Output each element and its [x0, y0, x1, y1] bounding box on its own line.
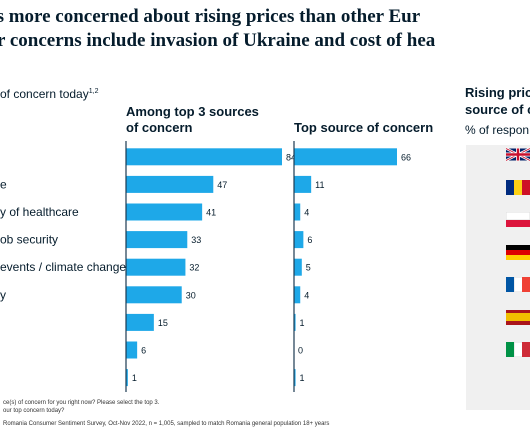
data-label: 41 [206, 208, 216, 218]
france-flag-icon [506, 277, 530, 292]
bar [126, 286, 182, 304]
italy-flag-icon [506, 342, 530, 357]
uk-flag-icon [506, 147, 530, 162]
data-label: 0 [298, 346, 303, 356]
col1-header-line-1: Among top 3 sources [126, 104, 259, 119]
bar [126, 203, 203, 221]
bar [126, 313, 154, 331]
footnote-2: our top concern today? [3, 408, 65, 414]
category-label: e [0, 177, 7, 191]
data-label: 30 [186, 290, 196, 300]
right-header: Rising pric source of c [465, 84, 530, 118]
data-label: 4 [304, 290, 309, 300]
data-label: 66 [401, 152, 411, 162]
spain-flag-icon [506, 309, 530, 325]
poland-flag-icon [506, 212, 530, 227]
bar [294, 258, 302, 276]
data-label: 4 [304, 208, 309, 218]
left-header-text: of concern today [0, 87, 89, 101]
col1-header: Among top 3 sources of concern [126, 104, 259, 136]
data-label: 33 [191, 235, 201, 245]
category-label: y of healthcare [0, 205, 79, 219]
bar [294, 313, 296, 331]
col1-header-line-2: of concern [126, 120, 193, 135]
data-label: 5 [306, 263, 311, 273]
data-label: 84 [286, 152, 296, 162]
data-label: 15 [158, 318, 168, 328]
bar [294, 286, 301, 304]
chart-title-line-1: ns more concerned about rising prices th… [0, 6, 421, 27]
bar [294, 369, 296, 387]
left-header: of concern today1,2 [0, 87, 98, 101]
right-header-line-2: source of c [465, 102, 530, 117]
bar [126, 231, 188, 249]
right-header-line-1: Rising pric [465, 85, 530, 100]
data-label: 1 [300, 318, 305, 328]
data-label: 1 [300, 373, 305, 383]
source-note: Romania Consumer Sentiment Survey, Oct-N… [3, 421, 330, 427]
bar [126, 369, 128, 387]
bar [294, 231, 304, 249]
bar [126, 258, 186, 276]
category-label: ob security [0, 233, 58, 247]
category-label: events / climate change [0, 260, 126, 274]
bar [126, 148, 282, 166]
data-label: 6 [141, 346, 146, 356]
data-label: 6 [307, 235, 312, 245]
bar [294, 203, 301, 221]
chart-title-line-2: r concerns include invasion of Ukraine a… [0, 30, 436, 51]
bar [126, 175, 214, 193]
footnote-1: ce(s) of concern for you right now? Plea… [3, 400, 160, 406]
data-label: 32 [189, 263, 199, 273]
right-subheader: % of respon [465, 123, 530, 137]
bar [294, 175, 312, 193]
bar [126, 341, 138, 359]
data-label: 47 [217, 180, 227, 190]
bar [294, 148, 397, 166]
left-header-footnote: 1,2 [88, 88, 99, 95]
col2-header: Top source of concern [294, 120, 434, 135]
germany-flag-icon [506, 244, 530, 260]
category-label: y [0, 288, 6, 302]
data-label: 11 [315, 180, 324, 190]
romania-flag-icon [506, 179, 530, 195]
data-label: 1 [132, 373, 137, 383]
